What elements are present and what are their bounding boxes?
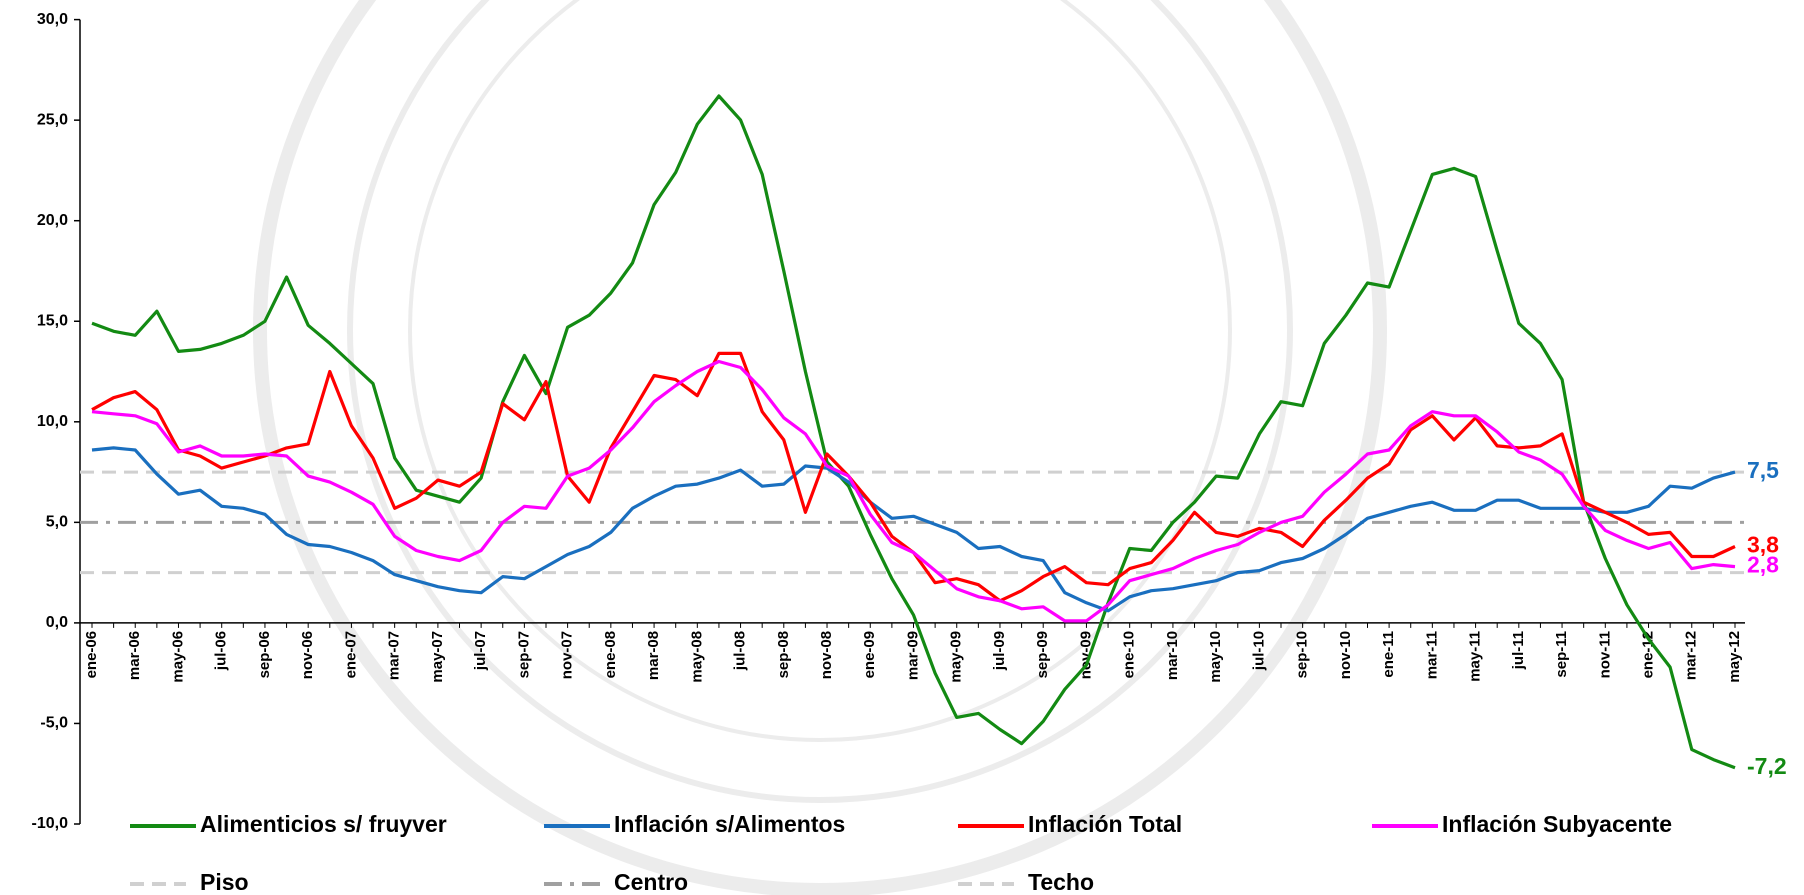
x-tick-label: may-12	[1726, 631, 1743, 683]
x-tick-label: mar-09	[904, 631, 921, 680]
y-tick-label: 0,0	[46, 614, 68, 631]
watermark-ring	[253, 0, 1387, 895]
end-label: 3,8	[1747, 532, 1779, 558]
series-line	[91, 359, 1736, 623]
x-tick-label: nov-08	[818, 631, 835, 679]
x-tick-label: mar-11	[1423, 631, 1440, 679]
legend-label: Inflación s/Alimentos	[614, 811, 845, 837]
x-tick-label: ene-08	[602, 631, 619, 679]
x-tick-label: nov-09	[1077, 631, 1094, 679]
x-tick-label: jul-10	[1250, 631, 1267, 671]
x-tick-label: sep-11	[1553, 631, 1570, 678]
legend-label: Inflación Total	[1028, 811, 1182, 837]
x-tick-label: may-09	[948, 631, 965, 683]
x-tick-label: mar-07	[386, 631, 403, 680]
x-tick-label: may-06	[169, 631, 186, 683]
watermark-ring	[408, 0, 1232, 742]
y-tick-label: 20,0	[37, 212, 68, 229]
x-tick-label: sep-09	[1034, 631, 1051, 679]
legend-label: Techo	[1028, 869, 1094, 895]
x-tick-label: sep-08	[775, 631, 792, 679]
legend-label: Inflación Subyacente	[1442, 811, 1672, 837]
y-tick-label: 15,0	[37, 312, 68, 329]
series-line	[91, 351, 1736, 603]
watermark-ring	[347, 0, 1293, 803]
x-tick-label: ene-10	[1121, 631, 1138, 679]
x-tick-label: ene-07	[342, 631, 359, 679]
x-tick-label: may-10	[1207, 631, 1224, 683]
watermark	[253, 0, 1387, 895]
y-tick-label: -5,0	[40, 715, 68, 732]
x-tick-label: mar-10	[1164, 631, 1181, 680]
end-label: 7,5	[1747, 457, 1779, 483]
x-tick-label: sep-06	[256, 631, 273, 679]
x-tick-label: jul-09	[991, 631, 1008, 671]
x-tick-label: nov-11	[1596, 631, 1613, 679]
x-tick-label: jul-07	[472, 631, 489, 671]
x-tick-label: jul-11	[1510, 631, 1527, 670]
x-tick-label: sep-07	[515, 631, 532, 679]
end-label: 2,8	[1747, 552, 1779, 578]
y-tick-label: 25,0	[37, 111, 68, 128]
x-tick-label: sep-10	[1294, 631, 1311, 679]
x-tick-label: jul-08	[732, 631, 749, 671]
x-tick-label: nov-07	[559, 631, 576, 679]
legend-label: Piso	[200, 869, 249, 895]
x-tick-label: ene-06	[83, 631, 100, 679]
y-tick-label: 30,0	[37, 11, 68, 28]
x-tick-label: may-11	[1467, 631, 1484, 682]
legend-label: Centro	[614, 869, 688, 895]
series-line	[91, 94, 1736, 770]
y-tick-label: -10,0	[32, 815, 69, 832]
end-label: -7,2	[1747, 753, 1787, 779]
x-tick-label: mar-08	[645, 631, 662, 680]
legend-label: Alimenticios s/ fruyver	[200, 811, 447, 837]
x-tick-label: jul-06	[213, 631, 230, 671]
x-tick-label: ene-11	[1380, 631, 1397, 678]
x-tick-label: nov-10	[1337, 631, 1354, 679]
y-tick-label: 10,0	[37, 413, 68, 430]
y-tick-label: 5,0	[46, 514, 68, 531]
x-tick-label: may-07	[429, 631, 446, 683]
x-tick-label: may-08	[688, 631, 705, 683]
series-line	[91, 446, 1736, 613]
x-tick-label: nov-06	[299, 631, 316, 679]
x-tick-label: ene-09	[861, 631, 878, 679]
x-tick-label: mar-12	[1683, 631, 1700, 680]
x-tick-label: mar-06	[126, 631, 143, 680]
